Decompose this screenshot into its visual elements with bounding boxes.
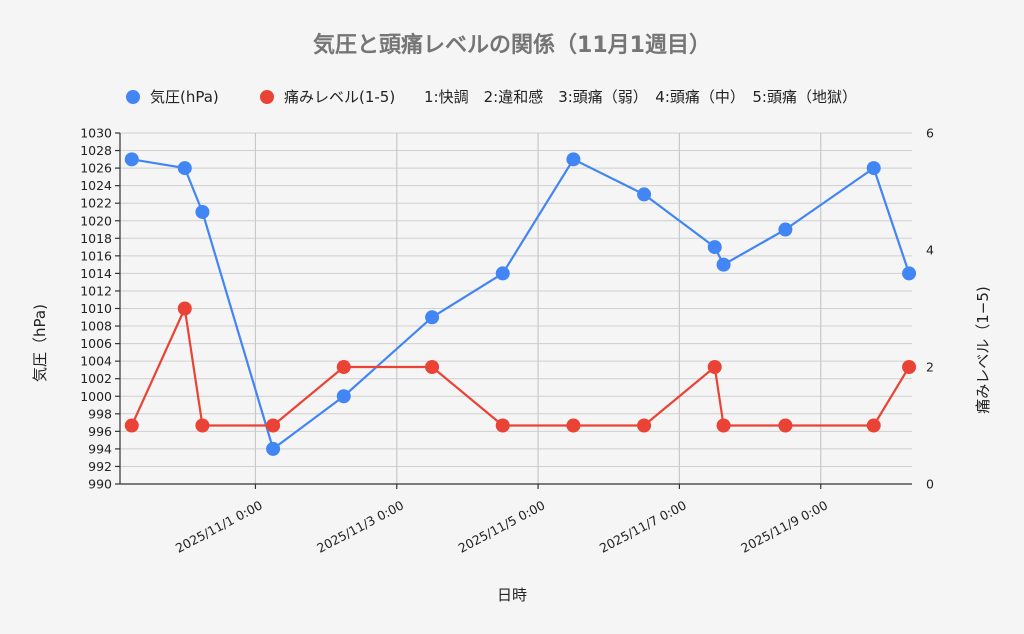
pressure-line	[131, 158, 911, 450]
left-tick-label: 996	[88, 424, 112, 439]
pressure-point	[195, 204, 210, 219]
right-tick-label: 0	[926, 477, 934, 492]
pressure-point	[495, 266, 510, 281]
x-tick-label: 2025/11/3 0:00	[314, 497, 406, 555]
pain-line	[130, 307, 910, 427]
left-tick-label: 1000	[80, 389, 112, 404]
pain-point	[336, 360, 351, 374]
left-tick-label: 1010	[80, 301, 112, 316]
right-tick-label: 2	[926, 360, 934, 375]
pressure-point	[336, 389, 351, 404]
legend-marker-pressure	[126, 90, 140, 104]
right-tick-label: 6	[926, 126, 934, 141]
left-tick-label: 1024	[80, 178, 112, 193]
legend-marker-pain	[260, 90, 274, 104]
pain-point	[707, 360, 722, 374]
legend-label-pressure: 気圧(hPa)	[150, 88, 219, 106]
pressure-point	[778, 222, 793, 237]
left-tick-label: 1004	[80, 354, 112, 369]
pain-point	[495, 418, 510, 433]
pressure-point	[124, 152, 139, 167]
left-tick-label: 1006	[80, 336, 112, 351]
pressure-point	[177, 161, 192, 176]
left-tick-label: 1028	[80, 143, 112, 158]
x-tick-label: 2025/11/5 0:00	[456, 497, 548, 555]
pressure-point	[866, 161, 881, 176]
gridlines	[120, 132, 912, 485]
pressure-point	[266, 441, 281, 456]
pressure-point	[716, 257, 731, 272]
pain-point	[566, 418, 581, 433]
pain-point	[902, 360, 917, 374]
pain-point	[266, 418, 281, 433]
pressure-point	[902, 266, 917, 281]
series-pain	[124, 301, 917, 433]
pain-point	[195, 418, 210, 433]
legend-pain-scale: 1:快調 2:違和感 3:頭痛（弱） 4:頭痛（中） 5:頭痛（地獄）	[424, 88, 857, 106]
left-tick-label: 1026	[80, 161, 112, 176]
pressure-point	[566, 152, 581, 167]
right-tick-label: 4	[926, 243, 934, 258]
left-tick-label: 990	[88, 477, 112, 492]
pain-point	[425, 360, 440, 374]
left-tick-label: 994	[88, 441, 112, 456]
x-axis-ticks: 2025/11/1 0:00 2025/11/3 0:00 2025/11/5 0:…	[173, 484, 830, 556]
left-tick-label: 1022	[80, 196, 112, 211]
left-tick-label: 1014	[80, 266, 112, 281]
pain-point	[778, 418, 793, 433]
x-axis-title: 日時	[497, 586, 527, 604]
pain-point	[866, 418, 881, 433]
x-tick-label: 2025/11/1 0:00	[173, 497, 265, 555]
pressure-point	[707, 240, 722, 255]
left-tick-label: 1012	[80, 283, 112, 298]
left-axis-title: 気圧（hPa)	[31, 304, 49, 382]
left-tick-label: 1030	[80, 126, 112, 141]
left-tick-label: 992	[88, 459, 112, 474]
pressure-point	[425, 310, 440, 325]
chart-title: 気圧と頭痛レベルの関係（11月1週目）	[313, 32, 711, 58]
left-tick-label: 1002	[80, 371, 112, 386]
left-axis-ticks: 990 992 994 996 998 1000 1002 1004 1006 1008 1010 1…	[80, 126, 120, 492]
series-pressure	[124, 152, 917, 456]
legend: 気圧(hPa) 痛みレベル(1-5) 1:快調 2:違和感 3:頭痛（弱） 4:…	[126, 88, 857, 106]
pain-point	[177, 301, 192, 316]
left-tick-label: 1020	[80, 213, 112, 228]
pressure-point	[637, 187, 652, 202]
x-tick-label: 2025/11/7 0:00	[597, 497, 689, 555]
right-axis-title: 痛みレベル（1−5)	[974, 286, 992, 414]
pain-point	[637, 418, 652, 433]
left-tick-label: 1016	[80, 248, 112, 263]
left-tick-label: 998	[88, 406, 112, 421]
pain-point	[124, 418, 139, 433]
left-tick-label: 1018	[80, 231, 112, 246]
right-axis-ticks: 0 2 4 6	[926, 126, 934, 492]
left-tick-label: 1008	[80, 319, 112, 334]
series-layer	[124, 152, 917, 456]
legend-label-pain: 痛みレベル(1-5)	[284, 88, 395, 106]
pain-point	[716, 418, 731, 433]
x-tick-label: 2025/11/9 0:00	[738, 497, 830, 555]
